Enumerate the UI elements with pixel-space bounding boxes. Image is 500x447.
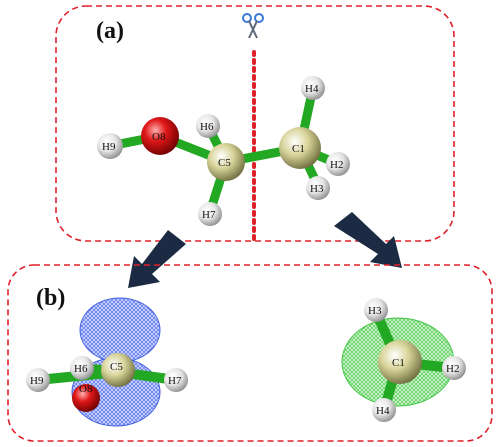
svg-text:H9: H9: [30, 375, 44, 387]
svg-text:H2: H2: [446, 363, 459, 375]
atom-o8: O8: [141, 117, 179, 155]
atom-h3-right: H3: [364, 298, 388, 322]
svg-text:H7: H7: [168, 375, 182, 387]
atom-h2-right: H2: [442, 356, 466, 380]
svg-text:H2: H2: [330, 159, 343, 171]
svg-text:H9: H9: [102, 141, 116, 153]
svg-text:C5: C5: [110, 361, 123, 373]
panel-b-frame: [7, 264, 493, 442]
atom-c5: C5: [207, 143, 245, 181]
atom-h6: H6: [196, 114, 220, 138]
panel-b-label: (b): [36, 285, 65, 311]
atom-h7: H7: [198, 202, 222, 226]
panel-a-frame: [55, 5, 455, 242]
svg-text:C1: C1: [292, 143, 305, 155]
svg-text:H3: H3: [368, 305, 382, 317]
atom-h6-left: H6: [70, 356, 94, 380]
atom-h9-left: H9: [26, 368, 50, 392]
atom-c1: C1: [279, 127, 321, 169]
svg-text:H4: H4: [376, 405, 390, 417]
panel-a-label: (a): [96, 18, 124, 44]
scissors-icon: [242, 13, 264, 39]
svg-text:C1: C1: [392, 357, 405, 369]
svg-text:H3: H3: [310, 183, 324, 195]
atom-h4-right: H4: [372, 398, 396, 422]
arrow-down-left-icon: [128, 230, 186, 288]
atom-h3: H3: [306, 176, 330, 200]
atom-c5-left: C5: [101, 353, 135, 387]
svg-text:H4: H4: [305, 83, 319, 95]
atom-h9: H9: [97, 133, 123, 159]
svg-text:O8: O8: [152, 131, 166, 143]
atom-h7-left: H7: [164, 368, 188, 392]
atom-c1-right: C1: [378, 340, 422, 384]
atom-h4: H4: [301, 76, 325, 100]
atom-o8-left: O8: [72, 383, 100, 412]
svg-text:H7: H7: [202, 209, 216, 221]
svg-text:H6: H6: [74, 363, 88, 375]
atom-h2: H2: [326, 152, 350, 176]
svg-text:H6: H6: [200, 121, 214, 133]
svg-text:C5: C5: [218, 157, 231, 169]
arrow-down-right-icon: [334, 212, 402, 268]
svg-text:O8: O8: [79, 383, 93, 395]
